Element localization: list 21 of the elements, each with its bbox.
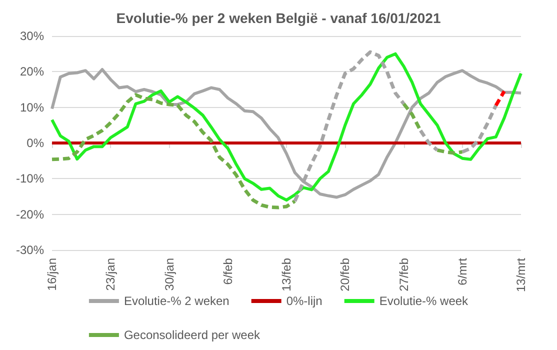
legend-label: Geconsolideerd per week <box>124 328 262 342</box>
x-tick-label: 20/feb <box>338 258 352 292</box>
x-tick-label: 6/mrt <box>455 257 470 286</box>
x-tick-label: 13/feb <box>280 258 294 292</box>
y-tick-label: 20% <box>20 64 44 79</box>
x-tick-label: 23/jan <box>104 258 118 291</box>
y-tick-label: -20% <box>16 207 44 222</box>
y-tick-label: -10% <box>16 172 44 186</box>
x-tick-label: 16/jan <box>45 258 59 291</box>
chart-title: Evolutie-% per 2 weken België - vanaf 16/01/2021 <box>116 10 441 26</box>
y-tick-label: -30% <box>16 243 44 257</box>
y-tick-label: 10% <box>20 100 44 114</box>
legend-label: 0%-lijn <box>286 294 322 308</box>
legend-label: Evolutie-% week <box>379 294 470 308</box>
x-tick-label: 6/feb <box>220 258 235 285</box>
legend-label: Evolutie-% 2 weken <box>124 294 230 308</box>
x-tick-label: 30/jan <box>162 258 176 291</box>
x-tick-label: 27/feb <box>396 258 411 292</box>
y-tick-label: 30% <box>20 29 44 43</box>
x-tick-label: 13/mrt <box>514 257 528 292</box>
y-tick-label: 0% <box>26 136 44 150</box>
